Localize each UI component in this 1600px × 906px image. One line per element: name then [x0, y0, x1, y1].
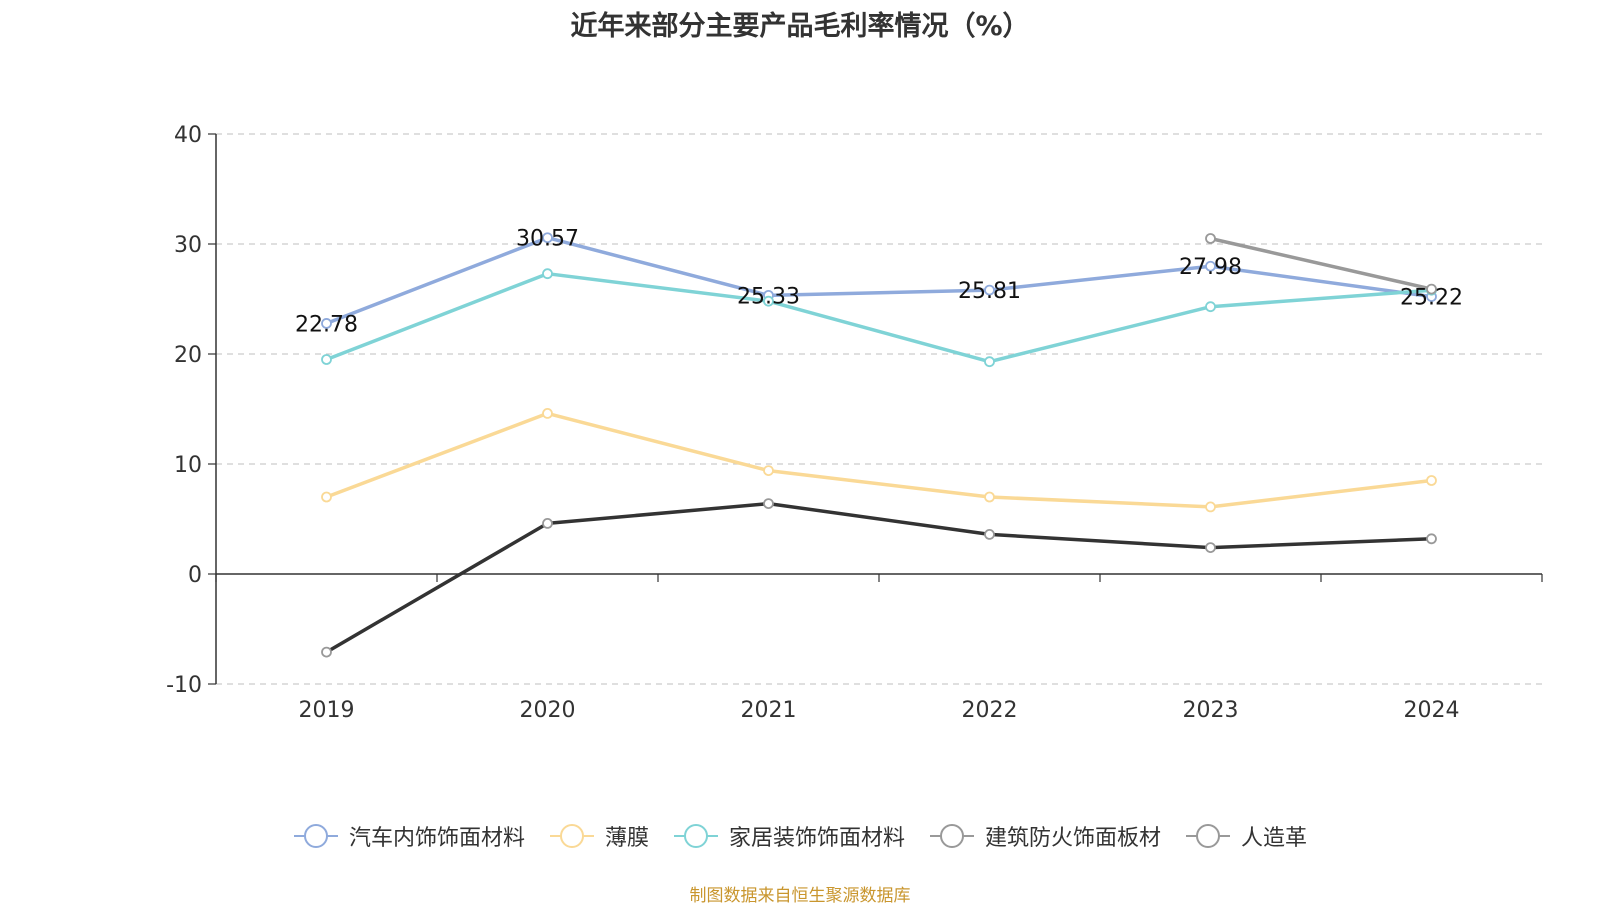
- data-point: [1426, 475, 1437, 486]
- data-labels: 22.78 30.57 25.33 25.81 27.98 25.22: [295, 227, 1463, 338]
- data-point: [763, 498, 774, 510]
- line-chart: -10 0 10 20 30 40 2019 2020 2021 2022 2023 2024 22.…: [166, 123, 1543, 723]
- legend-label: 建筑防火饰面板材: [985, 826, 1162, 851]
- legend-swatch-icon: [673, 824, 718, 848]
- series-line: [325, 271, 1432, 364]
- chart-title: 近年来部分主要产品毛利率情况（%）: [570, 11, 1030, 42]
- data-point: [542, 407, 553, 419]
- data-label: 27.98: [1179, 255, 1242, 280]
- data-point: [984, 356, 995, 368]
- axes: -10 0 10 20 30 40 2019 2020 2021 2022 2023 2024: [166, 123, 1543, 723]
- data-point: [984, 284, 995, 296]
- legend-swatch-icon: [1186, 824, 1231, 848]
- data-point: [1426, 283, 1437, 295]
- data-point: [542, 268, 553, 280]
- y-tick-label: -10: [166, 673, 202, 698]
- data-point: [1205, 233, 1216, 244]
- x-tick-label: 2020: [520, 698, 576, 723]
- legend-label: 薄膜: [604, 826, 649, 851]
- y-tick-label: 30: [174, 233, 202, 258]
- data-label: 25.22: [1400, 286, 1463, 311]
- y-tick-label: 10: [174, 453, 202, 478]
- legend-item[interactable]: 薄膜: [549, 820, 649, 852]
- legend-item[interactable]: 建筑防火饰面板材: [929, 820, 1161, 852]
- data-point: [1205, 501, 1216, 513]
- legend-swatch-icon: [930, 824, 974, 848]
- legend-item[interactable]: 汽车内饰饰面材料: [293, 820, 525, 852]
- series-line: [325, 411, 1432, 509]
- legend-item[interactable]: 人造革: [1185, 820, 1307, 852]
- data-point: [321, 318, 332, 329]
- data-point: [321, 491, 332, 503]
- series-line: [325, 235, 1432, 326]
- data-label: 22.78: [295, 312, 358, 337]
- series-lines: [321, 232, 1437, 658]
- x-tick-label: 2019: [299, 698, 355, 723]
- x-tick-label: 2021: [741, 698, 797, 723]
- legend-item[interactable]: 家居装饰饰面材料: [673, 820, 905, 852]
- y-tick-label: 0: [188, 563, 202, 588]
- data-label: 25.81: [958, 279, 1021, 304]
- data-point: [1205, 260, 1216, 272]
- series-line: [1210, 236, 1432, 291]
- x-tick-label: 2023: [1183, 698, 1239, 723]
- y-tick-label: 40: [174, 123, 202, 148]
- legend-swatch-icon: [549, 824, 594, 848]
- x-tick-label: 2024: [1404, 698, 1460, 723]
- series-line: [325, 501, 1432, 654]
- x-tick-label: 2022: [962, 698, 1018, 723]
- data-point: [984, 529, 995, 540]
- y-tick-label: 20: [174, 343, 202, 368]
- data-point: [763, 295, 774, 307]
- data-point: [542, 232, 553, 244]
- data-label: 25.33: [737, 284, 800, 309]
- gridlines: [216, 133, 1542, 685]
- legend-label: 人造革: [1241, 826, 1308, 851]
- source-note: 制图数据来自恒生聚源数据库: [689, 886, 911, 906]
- data-point: [1205, 301, 1216, 313]
- data-point: [763, 465, 774, 477]
- data-point: [321, 646, 332, 658]
- legend-label: 家居装饰饰面材料: [728, 826, 905, 851]
- data-point: [542, 518, 553, 529]
- data-point: [321, 354, 332, 365]
- data-point: [1205, 542, 1216, 553]
- legend-label: 汽车内饰饰面材料: [348, 826, 525, 851]
- data-point: [984, 491, 995, 503]
- data-point: [1426, 533, 1437, 545]
- legend-swatch-icon: [293, 824, 338, 848]
- legend: 汽车内饰饰面材料 薄膜 家居装饰饰面材料 建筑防火饰面板材 人造革: [0, 820, 1600, 852]
- data-label: 30.57: [516, 227, 579, 252]
